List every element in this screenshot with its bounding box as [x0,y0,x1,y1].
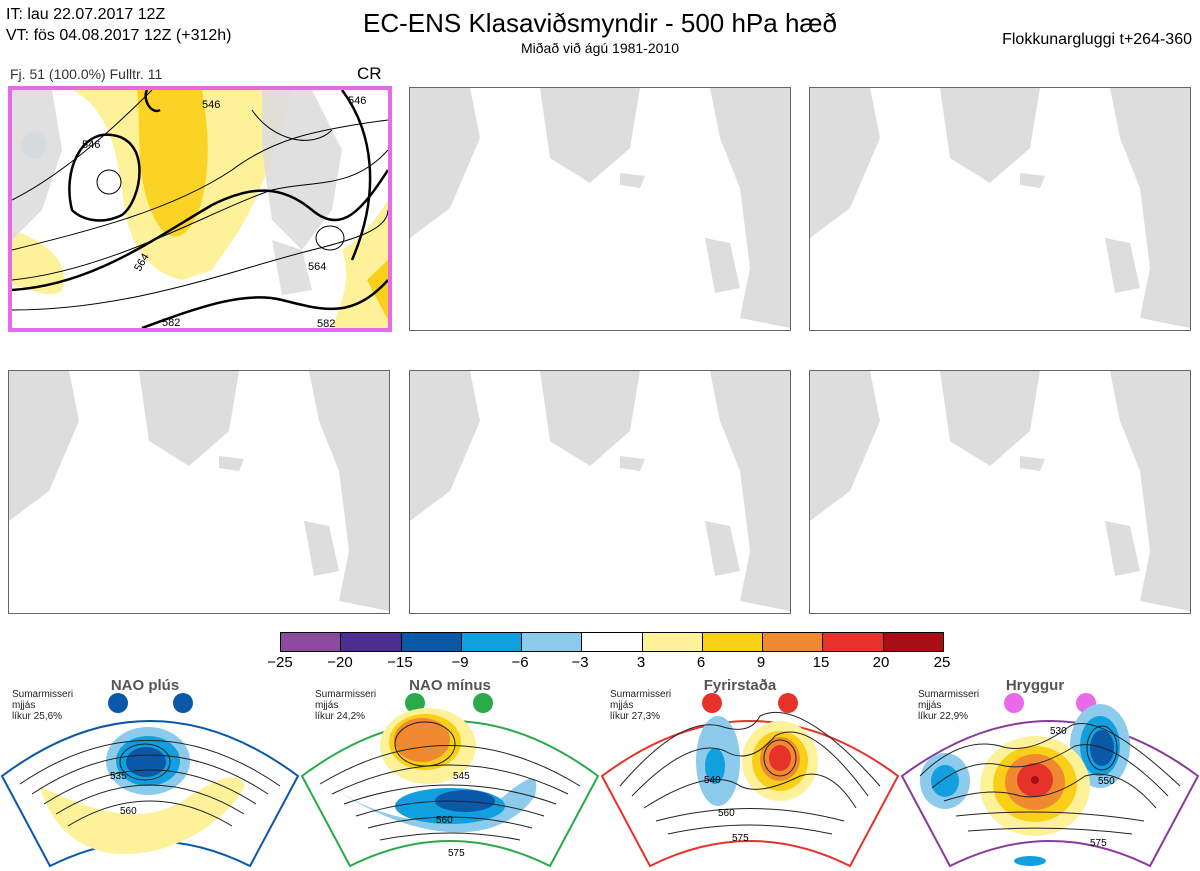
svg-text:575: 575 [732,833,749,844]
regime-map: 535 560 [0,693,300,868]
regime-info: Sumarmisseri mjjás líkur 27,3% [610,689,672,722]
colorbar-swatch [702,633,764,651]
regime-map: 530 550 575 [900,693,1200,868]
svg-text:540: 540 [704,775,721,786]
page-subtitle: Miðað við ágú 1981-2010 [520,40,679,56]
regime-title: NAO mínus [409,677,491,694]
colorbar [280,632,944,652]
cluster-map-1: 546 546 564 564 582 582 546 [12,90,388,328]
svg-text:545: 545 [453,771,470,782]
contour-label: 582 [317,318,335,328]
colorbar-label: −20 [327,654,353,671]
colorbar-swatch [763,633,824,651]
regime-nao-plus[interactable]: NAO plús Sumarmisseri mjjás líkur 25,6% 53… [0,676,300,871]
cluster-panel-4[interactable] [8,370,390,614]
regime-ridge[interactable]: Hryggur Sumarmisseri mjjás líkur 22,9% 530… [900,676,1200,871]
colorbar-label: 25 [933,654,951,671]
contour-label: 564 [308,261,326,273]
colorbar-swatch [461,633,523,651]
colorbar-label: 9 [756,654,766,671]
colorbar-swatch [823,633,884,651]
cluster-panel-3[interactable] [809,87,1191,331]
colorbar-label: −25 [267,654,293,671]
colorbar-swatch [642,633,703,651]
colorbar-swatch [883,633,943,651]
cluster-map-5 [410,371,790,611]
colorbar-label: 6 [696,654,706,671]
cluster-panel-6[interactable] [809,370,1191,614]
colorbar-label: 20 [872,654,890,671]
cluster-info: Fj. 51 (100.0%) Fulltr. 11 [10,66,163,82]
cluster-panel-1[interactable]: 546 546 564 564 582 582 546 [8,86,392,332]
contour-label: 546 [202,99,220,111]
regime-map: 545 560 575 [300,693,600,868]
cluster-panel-5[interactable] [409,370,791,614]
regime-nao-minus[interactable]: NAO mínus Sumarmisseri mjjás líkur 24,2% 5… [300,676,600,871]
cluster-map-2 [410,88,790,328]
regime-title: Hryggur [1005,677,1065,694]
cluster-map-4 [9,371,389,611]
svg-text:560: 560 [718,808,735,819]
cluster-map-3 [810,88,1190,328]
regime-title: NAO plús [110,677,180,694]
regime-info: Sumarmisseri mjjás líkur 25,6% [12,689,74,722]
colorbar-swatch [281,633,342,651]
colorbar-swatch [341,633,402,651]
contour-label: 546 [82,139,100,151]
classification-window: Flokkunargluggi t+264-360 [1002,31,1192,48]
cluster-code: CR [357,64,382,83]
page-title: EC-ENS Klasaviðsmyndir - 500 hPa hæð [363,8,837,38]
header-dates: IT: lau 22.07.2017 12Z VT: fös 04.08.201… [6,4,231,46]
colorbar-label: −9 [451,654,469,671]
colorbar-label: −15 [387,654,413,671]
colorbar-swatch [522,633,583,651]
colorbar-label: 3 [636,654,646,671]
colorbar-swatch [582,633,643,651]
svg-text:575: 575 [448,848,465,859]
svg-text:550: 550 [1098,776,1115,787]
svg-text:535: 535 [110,771,127,782]
regime-map: 540 560 575 [600,693,900,868]
colorbar-label: −3 [571,654,589,671]
cluster-panel-2[interactable] [409,87,791,331]
cluster-map-6 [810,371,1190,611]
colorbar-label: −6 [511,654,529,671]
svg-text:560: 560 [120,806,137,817]
regime-blocking[interactable]: Fyrirstaða Sumarmisseri mjjás líkur 27,3% … [600,676,900,871]
contour-label: 546 [348,95,366,107]
svg-text:575: 575 [1090,838,1107,849]
svg-text:560: 560 [436,815,453,826]
regime-title: Fyrirstaða [703,677,777,694]
valid-time: VT: fös 04.08.2017 12Z (+312h) [6,27,232,44]
regime-info: Sumarmisseri mjjás líkur 22,9% [918,689,980,722]
init-time: IT: lau 22.07.2017 12Z [6,6,166,23]
colorbar-label: 15 [812,654,830,671]
svg-text:530: 530 [1050,726,1067,737]
regime-info: Sumarmisseri mjjás líkur 24,2% [315,689,377,722]
contour-label: 582 [162,317,180,328]
colorbar-swatch [401,633,462,651]
